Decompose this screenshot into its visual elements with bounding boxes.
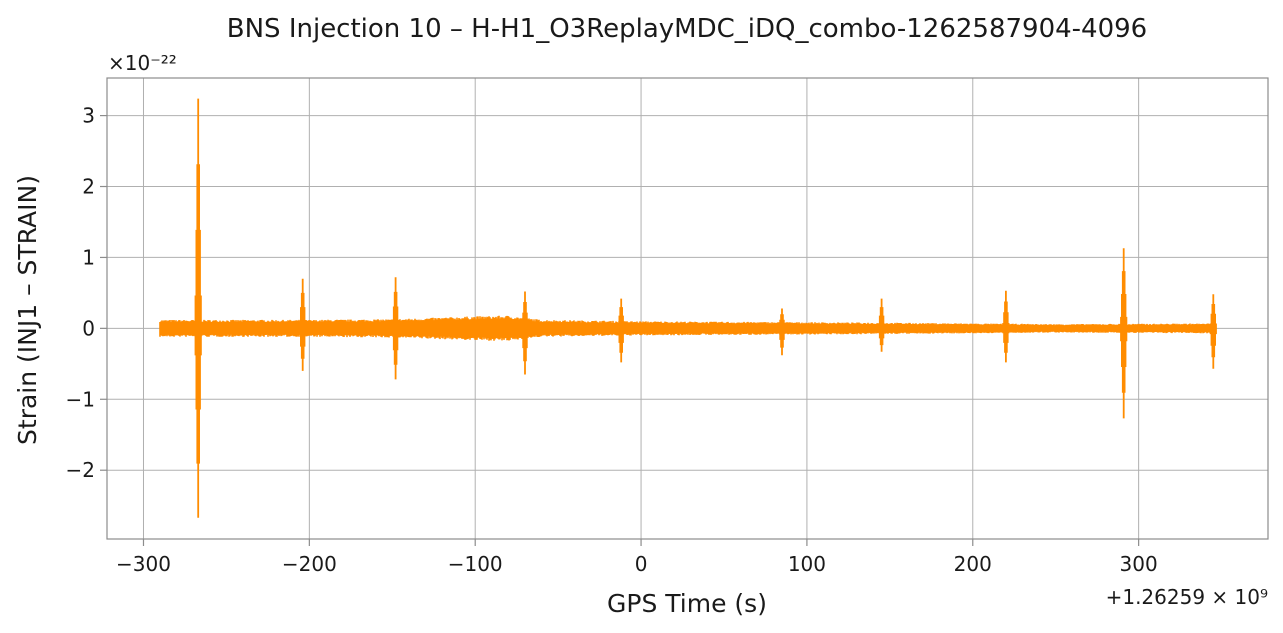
plot-frame (106, 77, 1269, 540)
y-tick-label: −1 (66, 387, 95, 411)
x-tick-label: 100 (788, 552, 826, 576)
y-tick-label: 2 (82, 175, 95, 199)
x-tick-label: 0 (635, 552, 648, 576)
strain-noise-band (159, 315, 1216, 341)
glitch-spike (1209, 294, 1217, 369)
y-axis-label: Strain (INJ1 – STRAIN) (13, 175, 42, 445)
glitch-spike (299, 278, 307, 371)
glitch-spike (392, 277, 400, 380)
x-offset-label: +1.26259 × 10⁹ (1106, 585, 1268, 609)
glitch-spike (778, 308, 786, 356)
axis-ticks: −300 −200 −100 0 100 200 300 −2 −1 0 1 2 3 (66, 104, 1158, 576)
y-tick-label: −2 (66, 458, 95, 482)
y-scale-label: ×10⁻²² (108, 51, 177, 75)
glitch-spike (1002, 290, 1010, 363)
y-tick-label: 3 (82, 104, 95, 128)
x-tick-label: −200 (282, 552, 337, 576)
x-tick-label: −100 (448, 552, 503, 576)
x-tick-label: 200 (954, 552, 992, 576)
glitch-spike (521, 291, 529, 375)
glitch-spike (194, 98, 202, 518)
glitch-spike (617, 298, 625, 363)
x-tick-label: −300 (116, 552, 171, 576)
x-tick-label: 300 (1120, 552, 1158, 576)
chart-title: BNS Injection 10 – H-H1_O3ReplayMDC_iDQ_… (227, 14, 1147, 44)
glitch-spike (1120, 248, 1128, 419)
grid-lines (107, 78, 1268, 539)
glitch-spike (878, 298, 886, 352)
series-strain (159, 98, 1217, 518)
x-axis-label: GPS Time (s) (607, 589, 767, 618)
y-tick-label: 1 (82, 245, 95, 269)
y-tick-label: 0 (82, 316, 95, 340)
